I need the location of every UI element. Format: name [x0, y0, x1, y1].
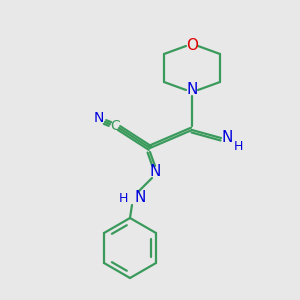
Text: H: H — [233, 140, 243, 152]
Text: N: N — [149, 164, 161, 179]
Text: N: N — [135, 190, 146, 206]
Text: N: N — [221, 130, 233, 145]
Text: N: N — [186, 82, 198, 98]
Text: O: O — [186, 38, 198, 53]
Text: H: H — [118, 191, 128, 205]
Text: C: C — [110, 119, 120, 133]
Text: N: N — [94, 111, 104, 125]
